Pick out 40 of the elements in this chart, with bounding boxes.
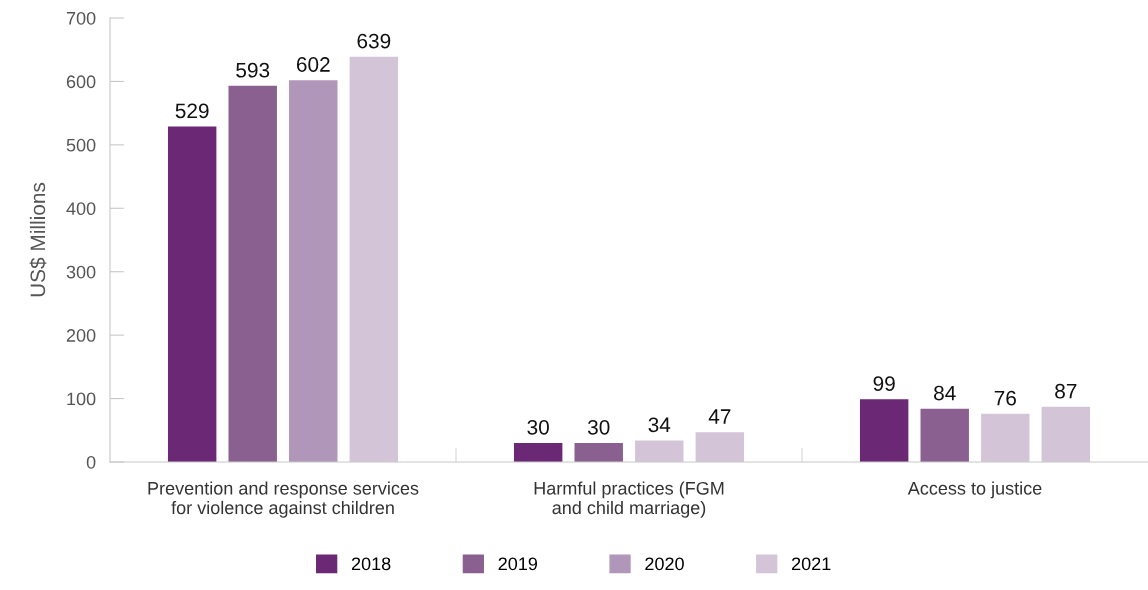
bar: [695, 432, 745, 462]
y-tick-label: 400: [66, 202, 96, 216]
bar: [574, 442, 623, 462]
bar: [289, 80, 338, 462]
bar: [228, 85, 277, 462]
data-label: 47: [708, 409, 731, 424]
x-tick-label: Prevention and response services for violence against children: [148, 481, 419, 518]
x-tick-label: Access to justice: [907, 481, 1042, 499]
data-label: 602: [296, 57, 330, 72]
y-axis-title: US$ Millions: [29, 182, 47, 297]
data-label: 84: [934, 385, 956, 401]
y-tick-label: 300: [66, 265, 96, 279]
y-tick-label: 700: [66, 11, 96, 25]
bar: [859, 399, 909, 462]
y-tick-label: 500: [66, 138, 96, 152]
y-tick-label: 100: [67, 392, 96, 406]
bar: [513, 442, 563, 462]
bar: [920, 408, 969, 462]
data-label: 30: [587, 419, 610, 435]
bar: [167, 126, 217, 462]
bar: [635, 440, 684, 462]
y-tick-label: 200: [66, 329, 96, 342]
data-label: 529: [175, 103, 209, 119]
data-label: 593: [236, 62, 270, 78]
legend-label: 2021: [792, 557, 831, 571]
data-label: 99: [873, 376, 895, 391]
bar: [1041, 406, 1091, 462]
bar: [349, 56, 399, 462]
data-label: 30: [527, 419, 549, 435]
legend-label: 2018: [351, 557, 391, 571]
y-tick-label: 0: [86, 455, 96, 469]
y-tick-label: 600: [66, 75, 96, 89]
data-label: 87: [1055, 383, 1077, 399]
data-label: 639: [357, 33, 391, 49]
data-label: 76: [994, 390, 1016, 406]
data-label: 34: [648, 417, 671, 433]
x-tick-label: Harmful practices (FGM and child marriage): [534, 481, 724, 518]
legend-label: 2020: [645, 557, 684, 571]
bar: [981, 413, 1030, 462]
legend-label: 2019: [498, 557, 538, 571]
